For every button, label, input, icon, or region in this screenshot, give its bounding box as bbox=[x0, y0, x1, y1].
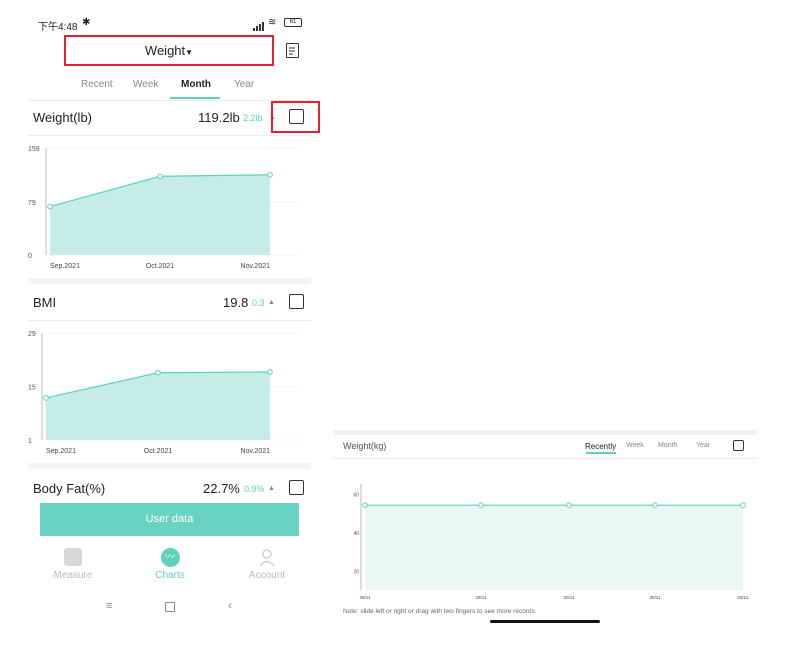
bmi-label: BMI bbox=[33, 295, 57, 310]
section-gap-1 bbox=[28, 278, 311, 284]
weight-chart: 159 79 0 Sep.2021 Oct.2021 Nov.2021 bbox=[28, 146, 300, 270]
tab-recent[interactable]: Recent bbox=[81, 79, 113, 90]
landscape-tab-recently[interactable]: Recently bbox=[585, 442, 617, 451]
caret-down-icon: ▼ bbox=[185, 48, 194, 57]
landscape-divider bbox=[333, 458, 757, 459]
x-tick-label: Nov.2021 bbox=[241, 263, 271, 270]
x-tick-label: 29/11 bbox=[476, 595, 487, 600]
nav-measure[interactable]: Measure bbox=[48, 548, 98, 581]
x-tick-label: Sep.2021 bbox=[46, 448, 76, 455]
landscape-tab-week[interactable]: Week bbox=[626, 442, 644, 449]
data-point[interactable] bbox=[43, 395, 49, 401]
status-time: 下午4:48 bbox=[38, 22, 78, 33]
bmi-value: 19.8 bbox=[223, 295, 249, 310]
x-tick-label: 30/11 bbox=[650, 595, 661, 600]
bodyfat-expand-icon[interactable] bbox=[289, 480, 304, 495]
landscape-weight-chart: 60 40 20 29/11 29/11 30/11 30/11 03/12 bbox=[353, 484, 749, 600]
landscape-tab-year[interactable]: Year bbox=[696, 442, 711, 449]
battery-icon: 81 bbox=[284, 18, 302, 27]
highlight-dropdown bbox=[64, 35, 274, 66]
data-point[interactable] bbox=[47, 203, 53, 210]
y-tick-label: 79 bbox=[28, 200, 36, 207]
bodyfat-label: Body Fat(%) bbox=[33, 481, 106, 496]
weight-label: Weight(lb) bbox=[33, 110, 93, 125]
y-tick-label: 29 bbox=[28, 331, 36, 338]
weight-divider bbox=[28, 135, 311, 136]
landscape-title: Weight(kg) bbox=[343, 441, 387, 451]
home-icon[interactable] bbox=[165, 602, 175, 612]
weight-expand-icon[interactable] bbox=[289, 109, 304, 124]
bmi-up-arrow-icon: ▲ bbox=[268, 299, 275, 306]
tab-active-indicator bbox=[170, 97, 220, 99]
landscape-collapse-icon[interactable] bbox=[733, 440, 744, 451]
home-indicator bbox=[490, 620, 600, 623]
highlight-expand bbox=[271, 101, 320, 133]
nav-charts[interactable]: 〰 Charts bbox=[145, 548, 195, 581]
y-tick-label: 60 bbox=[353, 493, 359, 499]
section-gap-2 bbox=[28, 463, 311, 469]
chart-icon: 〰 bbox=[160, 548, 180, 567]
user-data-button[interactable]: User data bbox=[40, 503, 299, 536]
x-tick-label: Oct.2021 bbox=[144, 448, 173, 455]
wifi-icon: ≋ bbox=[268, 17, 277, 28]
data-point[interactable] bbox=[566, 502, 572, 509]
tabs-divider bbox=[28, 100, 311, 101]
x-tick-label: Nov.2021 bbox=[241, 448, 271, 455]
y-tick-label: 15 bbox=[28, 385, 36, 392]
person-icon bbox=[258, 548, 276, 567]
weight-change: 2.2lb bbox=[243, 113, 263, 123]
data-point[interactable] bbox=[652, 502, 658, 509]
user-data-label: User data bbox=[145, 513, 194, 525]
bmi-chart: 29 15 1 Sep.2021 Oct.2021 Nov.2021 bbox=[28, 331, 300, 455]
nav-charts-label: Charts bbox=[155, 570, 185, 581]
data-point[interactable] bbox=[478, 502, 484, 509]
x-tick-label: Oct.2021 bbox=[146, 263, 175, 270]
data-point[interactable] bbox=[157, 173, 163, 180]
weight-value: 119.2lb bbox=[198, 110, 240, 125]
landscape-top-bar bbox=[333, 430, 757, 435]
nav-account[interactable]: Account bbox=[242, 548, 292, 581]
x-tick-label: Sep.2021 bbox=[50, 263, 80, 270]
menu-icon[interactable]: ≡ bbox=[106, 600, 113, 612]
y-tick-label: 40 bbox=[353, 531, 359, 537]
bmi-expand-icon[interactable] bbox=[289, 294, 304, 309]
y-tick-label: 1 bbox=[28, 438, 32, 445]
tab-week[interactable]: Week bbox=[133, 79, 159, 90]
x-tick-label: 30/11 bbox=[564, 595, 575, 600]
metric-dropdown[interactable]: Weight▼ bbox=[64, 35, 274, 66]
y-tick-label: 159 bbox=[28, 146, 40, 153]
bmi-divider bbox=[28, 320, 311, 321]
report-icon[interactable] bbox=[286, 43, 299, 58]
data-point[interactable] bbox=[155, 369, 161, 376]
bluetooth-icon: ✱ bbox=[82, 17, 91, 28]
bodyfat-change: 0.9% bbox=[244, 484, 265, 494]
landscape-note: Note: slide left or right or drag with t… bbox=[343, 608, 537, 615]
series-area bbox=[365, 505, 743, 590]
x-tick-label: 29/11 bbox=[360, 595, 371, 600]
series-area bbox=[46, 371, 270, 440]
data-point[interactable] bbox=[267, 171, 273, 178]
signal-icon bbox=[253, 18, 265, 31]
data-point[interactable] bbox=[740, 502, 746, 509]
scale-icon bbox=[64, 548, 82, 566]
data-point[interactable] bbox=[267, 369, 273, 375]
back-icon[interactable]: ‹ bbox=[228, 598, 232, 612]
tab-month[interactable]: Month bbox=[181, 79, 211, 90]
x-tick-label: 03/12 bbox=[737, 595, 749, 600]
bodyfat-up-arrow-icon: ▲ bbox=[268, 485, 275, 492]
series-area bbox=[50, 174, 270, 255]
bmi-change: 0.3 bbox=[252, 298, 265, 308]
tab-year[interactable]: Year bbox=[234, 79, 255, 90]
data-point[interactable] bbox=[362, 502, 368, 509]
y-tick-label: 20 bbox=[353, 570, 359, 576]
metric-title: Weight bbox=[144, 43, 186, 58]
nav-account-label: Account bbox=[248, 570, 286, 581]
bodyfat-value: 22.7% bbox=[203, 481, 240, 496]
landscape-tab-indicator bbox=[586, 452, 616, 454]
nav-measure-label: Measure bbox=[53, 570, 93, 581]
landscape-tab-month[interactable]: Month bbox=[658, 442, 678, 449]
y-tick-label: 0 bbox=[28, 253, 32, 260]
